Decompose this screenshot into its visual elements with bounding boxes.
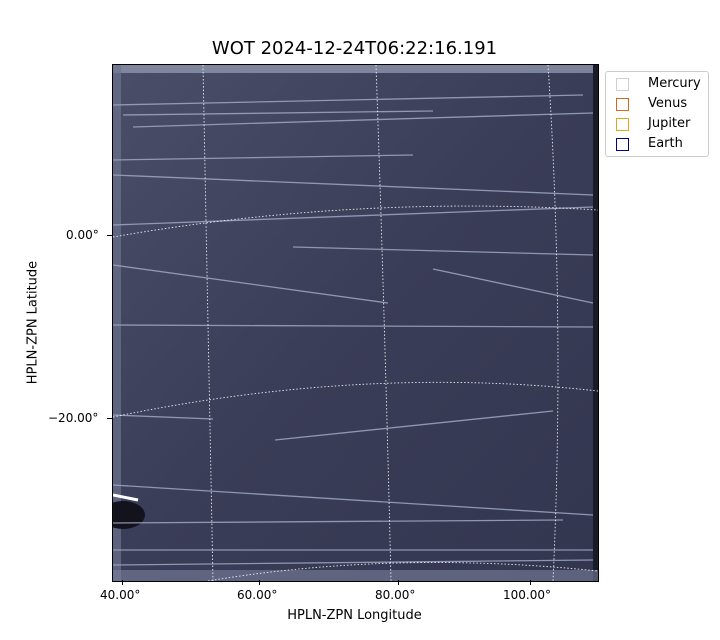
legend-label: Jupiter bbox=[648, 116, 691, 131]
x-tick-mark bbox=[530, 580, 531, 585]
x-tick-label: 60.00° bbox=[237, 588, 278, 602]
legend-label: Mercury bbox=[648, 76, 701, 91]
y-tick-label: 0.00° bbox=[66, 228, 99, 242]
jupiter-swatch-icon bbox=[616, 118, 629, 131]
x-tick-mark bbox=[398, 580, 399, 585]
x-axis-label: HPLN-ZPN Longitude bbox=[287, 608, 422, 623]
x-tick-label: 100.00° bbox=[503, 588, 551, 602]
legend-label: Earth bbox=[648, 136, 683, 151]
mercury-swatch-icon bbox=[616, 78, 629, 91]
earth-swatch-icon bbox=[616, 138, 629, 151]
plot-title: WOT 2024-12-24T06:22:16.191 bbox=[211, 38, 498, 59]
y-tick-label: −20.00° bbox=[48, 411, 99, 425]
venus-swatch-icon bbox=[616, 98, 629, 111]
solar-image bbox=[113, 65, 598, 581]
x-tick-mark bbox=[122, 580, 123, 585]
legend: Mercury Venus Jupiter Earth bbox=[605, 71, 709, 157]
y-axis-label: HPLN-ZPN Latitude bbox=[25, 260, 41, 385]
solar-image-panel bbox=[112, 64, 599, 582]
x-tick-label: 40.00° bbox=[100, 588, 141, 602]
x-tick-label: 80.00° bbox=[375, 588, 416, 602]
x-tick-mark bbox=[259, 580, 260, 585]
y-tick-mark bbox=[107, 235, 112, 236]
legend-label: Venus bbox=[648, 96, 688, 111]
y-tick-mark bbox=[107, 418, 112, 419]
